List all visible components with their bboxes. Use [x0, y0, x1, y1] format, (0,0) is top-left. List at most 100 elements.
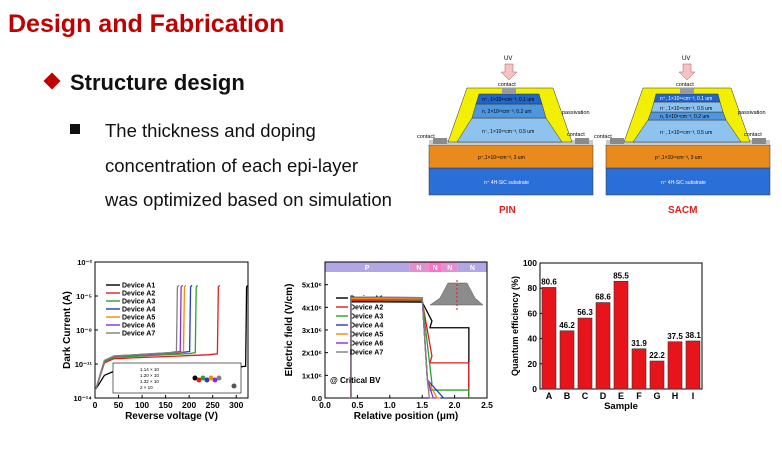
x-tick-label: B: [564, 391, 571, 401]
legend-label: Device A3: [350, 314, 383, 321]
square-bullet-icon: [70, 124, 80, 134]
pin-contact-right-label: contact: [567, 132, 585, 138]
sacm-top-contact: [680, 88, 694, 94]
region-label: N: [470, 265, 475, 272]
y-tick-label: 20: [528, 359, 538, 369]
y-tick-label: 4x10⁶: [302, 303, 322, 312]
legend-label: Device A2: [122, 291, 155, 298]
legend-label: Device A7: [122, 331, 155, 338]
inset-marker: [212, 377, 218, 383]
sacm-contact-top-label: contact: [676, 82, 694, 88]
pin-uv-label: UV: [504, 56, 512, 62]
inset-label: 2 × 10: [140, 385, 153, 390]
pin-layer-text: n⁺ 4H-SiC substrate: [484, 180, 529, 186]
x-tick-label: 1.0: [384, 400, 396, 410]
bar: [595, 302, 611, 390]
x-tick-label: 250: [206, 400, 220, 410]
sacm-uv-arrow-icon: [678, 63, 696, 81]
sacm-substrate-layer: [605, 167, 771, 196]
x-tick-label: 0: [93, 400, 98, 410]
y-tick-label: 60: [528, 308, 538, 318]
x-tick-label: F: [636, 391, 642, 401]
pin-top-contact: [502, 88, 516, 94]
series-line-device-a7: [95, 284, 180, 390]
inset-marker: [196, 377, 202, 383]
sacm-layer-text: n⁺ 4H-SiC substrate: [661, 180, 706, 186]
pin-n-plus-layer: [475, 93, 543, 105]
inset-label: 1.32 × 10: [140, 379, 159, 384]
sacm-uv-label: UV: [682, 56, 690, 62]
sacm-right-contact: [752, 138, 766, 144]
region-label: N: [447, 265, 452, 272]
bar: [577, 317, 593, 390]
pin-diagram: UV contact passivation contact contact n…: [417, 56, 594, 216]
sacm-caption: SACM: [668, 205, 697, 216]
pin-right-contact: [575, 138, 589, 144]
bar-value-label: 46.2: [559, 321, 575, 330]
bar: [685, 340, 701, 390]
bar-value-label: 38.1: [685, 331, 701, 340]
inset-marker: [208, 375, 214, 381]
body-line-1: The thickness and doping: [105, 120, 316, 141]
x-tick-label: 200: [182, 400, 196, 410]
legend-label: Device A6: [350, 341, 383, 348]
x-tick-label: C: [582, 391, 589, 401]
inset-marker: [216, 375, 222, 381]
body-line-3: was optimized based on simulation: [105, 189, 392, 210]
sacm-passivation-label: passivation: [738, 110, 766, 116]
bar: [631, 348, 647, 390]
sacm-contact-left-label: contact: [594, 134, 612, 140]
x-tick-label: A: [546, 391, 553, 401]
x-tick-label: 2.0: [449, 400, 461, 410]
sacm-layer-text: n⁺, 1×10¹⁹cm⁻³, 0.1 um: [660, 96, 712, 102]
pin-layer-text: n⁺, 1×10¹⁹cm⁻³, 0.1 um: [482, 97, 534, 103]
sacm-left-contact: [610, 138, 624, 144]
y-tick-label: 0.0: [312, 394, 322, 403]
x-tick-label: G: [653, 391, 660, 401]
region-band: [325, 262, 410, 272]
pin-uv-arrow-icon: [500, 63, 518, 81]
pin-contact-top-label: contact: [498, 82, 516, 88]
legend-label: Device A4: [122, 307, 155, 314]
y-tick-label: 2x10⁶: [302, 349, 322, 358]
legend-label: Device A6: [122, 323, 155, 330]
annotation-text: @ Critical BV: [330, 376, 381, 385]
y-tick-label: 0: [532, 384, 537, 394]
y-tick-label: 10⁻¹⁴: [73, 394, 92, 403]
y-tick-label: 10⁻¹¹: [75, 360, 93, 369]
region-band: [409, 262, 429, 272]
x-tick-label: 50: [114, 400, 124, 410]
region-label: P: [365, 265, 370, 272]
region-band: [441, 262, 458, 272]
y-tick-label: 3x10⁶: [302, 326, 322, 335]
x-axis-label: Reverse voltage (V): [125, 411, 218, 422]
pin-passivation-label: passivation: [562, 110, 590, 116]
x-tick-label: E: [618, 391, 624, 401]
x-tick-label: I: [692, 391, 695, 401]
y-tick-label: 10⁻⁵: [76, 292, 92, 301]
region-label: N: [416, 265, 421, 272]
series-line-device-a2: [95, 284, 221, 390]
x-tick-label: 0.0: [319, 400, 331, 410]
bar: [613, 280, 629, 390]
x-tick-label: D: [600, 391, 607, 401]
inset-label: 1.20 × 10: [140, 373, 159, 378]
y-axis-label: Electric field (V/cm): [284, 284, 295, 377]
inset-marker: [204, 377, 210, 383]
inset-marker: [192, 375, 198, 381]
y-tick-label: 10⁻⁸: [76, 326, 92, 335]
bar-value-label: 56.3: [577, 308, 593, 317]
y-tick-label: 100: [523, 258, 537, 268]
series-line-device-a7: [350, 296, 433, 399]
x-tick-label: 150: [159, 400, 173, 410]
bar-value-label: 37.5: [667, 332, 683, 341]
sacm-contact-band: [606, 140, 770, 145]
x-tick-label: 100: [135, 400, 149, 410]
pin-substrate-layer: [428, 167, 594, 196]
pin-layer-text: n, 2×10¹⁵cm⁻³, 0.2 um: [482, 109, 532, 115]
bar-value-label: 85.5: [613, 271, 629, 280]
sacm-layer-text: p⁺,1×10¹⁹cm⁻³, 3 um: [655, 155, 702, 161]
